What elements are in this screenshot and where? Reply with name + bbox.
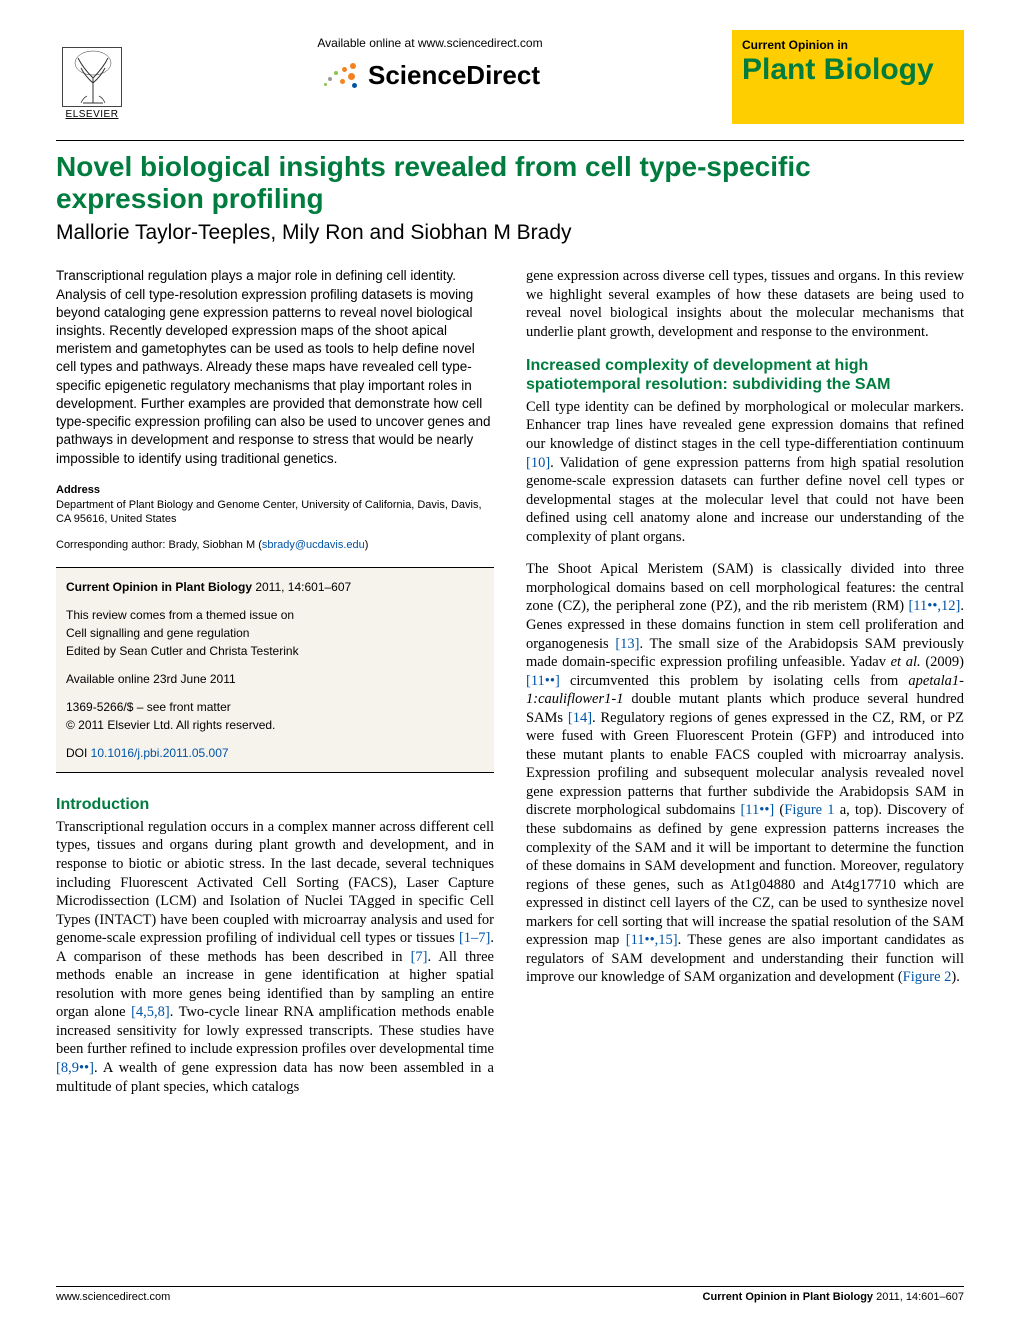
sd-dots-icon bbox=[320, 61, 360, 91]
ref-14[interactable]: [14] bbox=[568, 710, 592, 726]
sam-text-2a: The Shoot Apical Meristem (SAM) is class… bbox=[526, 561, 964, 614]
elsevier-label: ELSEVIER bbox=[66, 109, 119, 120]
footer-citation: 2011, 14:601–607 bbox=[873, 1291, 964, 1303]
authors: Mallorie Taylor-Teeples, Mily Ron and Si… bbox=[56, 221, 964, 245]
info-box: Current Opinion in Plant Biology 2011, 1… bbox=[56, 567, 494, 773]
header-row: ELSEVIER Available online at www.science… bbox=[56, 30, 964, 124]
citation-journal: Current Opinion in Plant Biology bbox=[66, 580, 252, 594]
journal-badge: Current Opinion in Plant Biology bbox=[732, 30, 964, 124]
corr-label: Corresponding author: Brady, Siobhan M ( bbox=[56, 539, 262, 551]
badge-top-text: Current Opinion in bbox=[742, 38, 954, 52]
address-body: Department of Plant Biology and Genome C… bbox=[56, 498, 494, 527]
abstract: Transcriptional regulation plays a major… bbox=[56, 267, 494, 467]
footer-left: www.sciencedirect.com bbox=[56, 1291, 170, 1303]
doi-link[interactable]: 10.1016/j.pbi.2011.05.007 bbox=[91, 746, 229, 760]
sam-paragraph-2: The Shoot Apical Meristem (SAM) is class… bbox=[526, 560, 964, 987]
issn-copyright: 1369-5266/$ – see front matter © 2011 El… bbox=[66, 698, 484, 734]
footer-journal: Current Opinion in Plant Biology bbox=[703, 1291, 874, 1303]
doi-label: DOI bbox=[66, 746, 91, 760]
rcol-intro-continued: gene expression across diverse cell type… bbox=[526, 267, 964, 341]
issn: 1369-5266/$ – see front matter bbox=[66, 700, 231, 714]
themed-1: This review comes from a themed issue on bbox=[66, 608, 294, 622]
sciencedirect-text: ScienceDirect bbox=[368, 60, 540, 91]
corr-close: ) bbox=[365, 539, 369, 551]
sam-etal: et al. bbox=[891, 654, 921, 670]
intro-paragraph: Transcriptional regulation occurs in a c… bbox=[56, 818, 494, 1096]
fig-1-link[interactable]: Figure 1 bbox=[784, 802, 834, 818]
available-online-text: Available online at www.sciencedirect.co… bbox=[128, 36, 732, 50]
ref-11a[interactable]: [11••] bbox=[526, 673, 560, 689]
intro-text-5: . A wealth of gene expression data has n… bbox=[56, 1060, 494, 1095]
sam-paragraph-1: Cell type identity can be defined by mor… bbox=[526, 398, 964, 546]
intro-heading: Introduction bbox=[56, 795, 494, 814]
sam-text-2k: ). bbox=[951, 969, 959, 985]
corr-email-link[interactable]: sbrady@ucdavis.edu bbox=[262, 539, 365, 551]
ref-11-15[interactable]: [11••,15] bbox=[626, 932, 678, 948]
footer-right: Current Opinion in Plant Biology 2011, 1… bbox=[703, 1291, 964, 1303]
intro-text-1: Transcriptional regulation occurs in a c… bbox=[56, 819, 494, 946]
article-title: Novel biological insights revealed from … bbox=[56, 151, 964, 215]
sam-text-1a: Cell type identity can be defined by mor… bbox=[526, 399, 964, 452]
two-column-layout: Transcriptional regulation plays a major… bbox=[56, 267, 964, 1110]
badge-main-text: Plant Biology bbox=[742, 54, 954, 86]
themed-2: Cell signalling and gene regulation bbox=[66, 626, 249, 640]
left-column: Transcriptional regulation plays a major… bbox=[56, 267, 494, 1110]
top-rule bbox=[56, 140, 964, 141]
sam-text-2i: a, top). Discovery of these subdomains a… bbox=[526, 802, 964, 948]
elsevier-tree-icon bbox=[62, 47, 122, 107]
corresponding-author: Corresponding author: Brady, Siobhan M (… bbox=[56, 538, 494, 552]
sam-text-2e: circumvented this problem by isolating c… bbox=[560, 673, 909, 689]
elsevier-logo: ELSEVIER bbox=[56, 30, 128, 120]
ref-1-7[interactable]: [1–7] bbox=[459, 930, 490, 946]
sam-text-1b: . Validation of gene expression patterns… bbox=[526, 455, 964, 545]
themed-issue: This review comes from a themed issue on… bbox=[66, 606, 484, 660]
right-column: gene expression across diverse cell type… bbox=[526, 267, 964, 1110]
ref-13[interactable]: [13] bbox=[615, 636, 639, 652]
ref-458[interactable]: [4,5,8] bbox=[131, 1004, 170, 1020]
ref-89[interactable]: [8,9••] bbox=[56, 1060, 94, 1076]
address-heading: Address bbox=[56, 484, 494, 496]
sciencedirect-block: Available online at www.sciencedirect.co… bbox=[128, 30, 732, 91]
sciencedirect-logo: ScienceDirect bbox=[128, 60, 732, 91]
fig-2-link[interactable]: Figure 2 bbox=[903, 969, 952, 985]
sam-heading: Increased complexity of development at h… bbox=[526, 356, 964, 394]
footer: www.sciencedirect.com Current Opinion in… bbox=[56, 1286, 964, 1303]
themed-3: Edited by Sean Cutler and Christa Tester… bbox=[66, 644, 299, 658]
citation-line: Current Opinion in Plant Biology 2011, 1… bbox=[66, 578, 484, 596]
copyright: © 2011 Elsevier Ltd. All rights reserved… bbox=[66, 718, 275, 732]
sam-text-2d: (2009) bbox=[921, 654, 964, 670]
citation-rest: 2011, 14:601–607 bbox=[252, 580, 351, 594]
ref-10[interactable]: [10] bbox=[526, 455, 550, 471]
ref-11-12[interactable]: [11••,12] bbox=[908, 598, 960, 614]
doi-line: DOI 10.1016/j.pbi.2011.05.007 bbox=[66, 744, 484, 762]
online-date: Available online 23rd June 2011 bbox=[66, 670, 484, 688]
ref-11b[interactable]: [11••] bbox=[740, 802, 774, 818]
ref-7[interactable]: [7] bbox=[411, 949, 428, 965]
sam-text-2h: ( bbox=[774, 802, 784, 818]
